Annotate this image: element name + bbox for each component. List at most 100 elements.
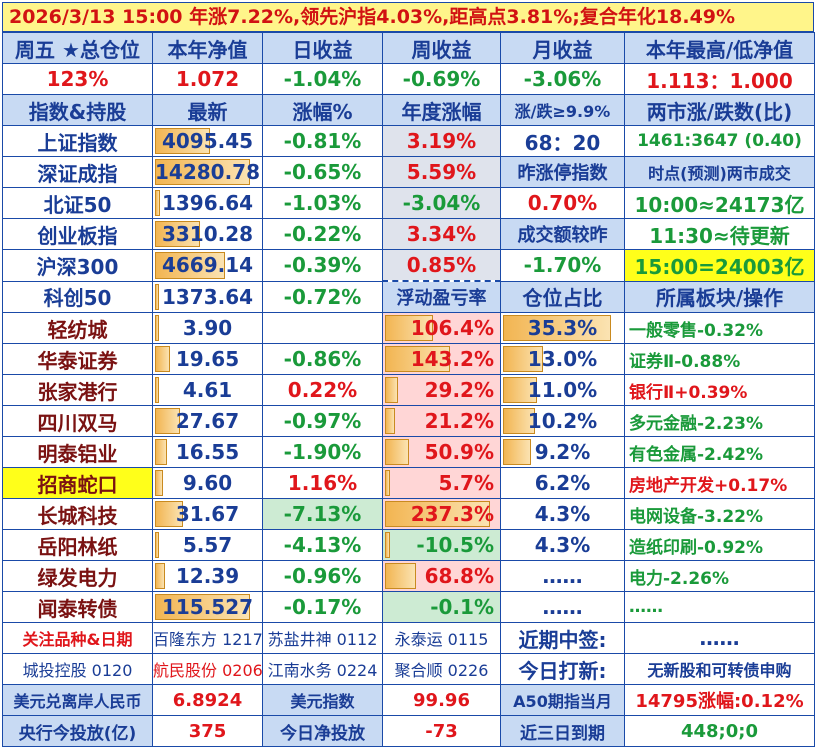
cell-text: 月收益 (532, 37, 593, 62)
index-col6: 10:00≈24173亿 (624, 187, 815, 219)
cell-text: 237.3% (410, 502, 494, 526)
watch-item: 城投控股 0120 (2, 653, 153, 685)
cell-text: A50期指当月 (513, 692, 612, 711)
index-ytd: 5.59% (382, 156, 501, 188)
cell-text: 有色金属-2.42% (629, 444, 764, 465)
index-change: -0.65% (262, 156, 383, 188)
stock-position: 13.0% (500, 343, 625, 375)
cell-text: -0.65% (283, 160, 362, 184)
footer-cell: 美元兑离岸人民币 (2, 684, 153, 716)
stock-last: 3.90 (152, 312, 263, 344)
cell-text: 沪深300 (36, 254, 119, 279)
stock-name: 岳阳林纸 (2, 529, 153, 561)
stock-last: 19.65 (152, 343, 263, 375)
footer-cell: 99.96 (382, 684, 501, 716)
cell-text: 近三日到期 (520, 723, 605, 744)
stock-position: 4.3% (500, 529, 625, 561)
stock-sector: 电网设备-3.22% (624, 498, 815, 530)
stock-last: 16.55 (152, 436, 263, 468)
footer-cell: 近三日到期 (500, 715, 625, 747)
cell-text: -0.72% (283, 284, 362, 309)
stock-name: 华泰证券 (2, 343, 153, 375)
cell-text: 16.55 (175, 440, 240, 464)
index-col6: 15:00=24003亿 (624, 249, 815, 282)
stock-name: 长城科技 (2, 498, 153, 530)
cell-text: 68：20 (524, 130, 601, 155)
stock-name: 明泰铝业 (2, 436, 153, 468)
value-bar (503, 439, 532, 465)
value-bar (385, 315, 434, 341)
cell-text: 美元指数 (290, 692, 355, 711)
today-ipo-value: 无新股和可转债申购 (624, 653, 815, 685)
cell-text: 一般零售-0.32% (629, 320, 764, 341)
summary-value: 1.113：1.000 (624, 63, 815, 95)
footer-cell: 448;0;0 (624, 715, 815, 747)
cell-text: 房地产开发+0.17% (629, 475, 788, 496)
pl-header: 浮动盈亏率 (382, 280, 501, 313)
value-bar (385, 470, 390, 496)
stock-position: …… (500, 560, 625, 592)
cell-text: 江南水务 0224 (267, 661, 378, 680)
value-bar (385, 501, 491, 527)
stock-change (262, 312, 383, 344)
watch-item: 百隆东方 1217 (152, 622, 263, 654)
stock-pl: 106.4% (382, 312, 501, 344)
sector-header: 所属板块/操作 (624, 280, 815, 313)
footer-cell: 今日净投放 (262, 715, 383, 747)
cell-text: 多元金融-2.23% (629, 413, 764, 434)
index-col5: 成交额较昨 (500, 218, 625, 250)
cell-text: 0.85% (406, 253, 477, 277)
stock-sector: 银行Ⅱ+0.39% (624, 374, 815, 406)
stock-position: 6.2% (500, 467, 625, 499)
value-bar (155, 439, 168, 465)
stock-sector: 房地产开发+0.17% (624, 467, 815, 499)
cell-text: 50.9% (424, 440, 494, 464)
cell-text: 永泰运 0115 (394, 630, 489, 649)
stock-pl: 50.9% (382, 436, 501, 468)
watch-row-1: 关注品种&日期 百隆东方 1217 苏盐井神 0112 永泰运 0115 近期中签: …… (2, 622, 815, 654)
cell-text: 9.60 (182, 471, 233, 495)
cell-text: -0.17% (283, 595, 362, 619)
stock-pl: 5.7% (382, 467, 501, 499)
cell-text: 35.3% (527, 316, 598, 340)
cell-text: 6.8924 (172, 689, 243, 711)
index-row: 沪深300 4669.14 -0.39% 0.85% -1.70% 15:00=24003… (2, 249, 815, 282)
stock-change: -4.13% (262, 529, 383, 561)
stock-pl: -10.5% (382, 529, 501, 561)
stock-name: 闻泰转债 (2, 591, 153, 623)
ipo-value: …… (624, 622, 815, 654)
summary-header: 本年净值 (152, 32, 263, 64)
stock-pl: -0.1% (382, 591, 501, 623)
cell-text: 聚合顺 0226 (394, 661, 489, 680)
index-ytd: -3.04% (382, 187, 501, 219)
cell-text: 华泰证券 (37, 348, 118, 373)
value-bar (155, 377, 160, 403)
cell-text: 143.2% (410, 347, 494, 371)
value-bar (155, 408, 181, 434)
summary-value: -1.04% (262, 63, 383, 95)
stock-sector: 电力-2.26% (624, 560, 815, 592)
cell-text: 上证指数 (37, 130, 118, 155)
ipo-label: 近期中签: (500, 622, 625, 654)
index-row: 科创50 1373.64 -0.72% 浮动盈亏率 仓位占比 所属板块/操作 (2, 280, 815, 313)
watch-row-2: 城投控股 0120 航民股份 0206 江南水务 0224 聚合顺 0226 今日打新:… (2, 653, 815, 685)
cell-text: 创业板指 (37, 223, 118, 248)
value-bar (155, 252, 226, 279)
value-bar (155, 190, 160, 216)
index-col5: 0.70% (500, 187, 625, 219)
cell-text: 19.65 (175, 347, 240, 371)
index-last: 1396.64 (152, 187, 263, 219)
cell-text: 13.0% (527, 347, 598, 371)
footer-cell: A50期指当月 (500, 684, 625, 716)
holding-row: 四川双马 27.67 -0.97% 21.2% 10.2% 多元金融-2.23% (2, 405, 815, 437)
cell-text: -1.90% (283, 440, 362, 464)
stock-change: -0.97% (262, 405, 383, 437)
footer-cell: 14795涨幅:0.12% (624, 684, 815, 716)
stock-last: 5.57 (152, 529, 263, 561)
index-col6: 11:30≈待更新 (624, 218, 815, 250)
footer-row-1: 美元兑离岸人民币 6.8924 美元指数 99.96 A50期指当月 14795涨幅:0.… (2, 684, 815, 716)
index-col6: 时点(预测)两市成交 (624, 156, 815, 188)
holding-row: 轻纺城 3.90 106.4% 35.3% 一般零售-0.32% (2, 312, 815, 344)
value-bar (155, 221, 201, 247)
cell-text: 1373.64 (161, 284, 254, 309)
